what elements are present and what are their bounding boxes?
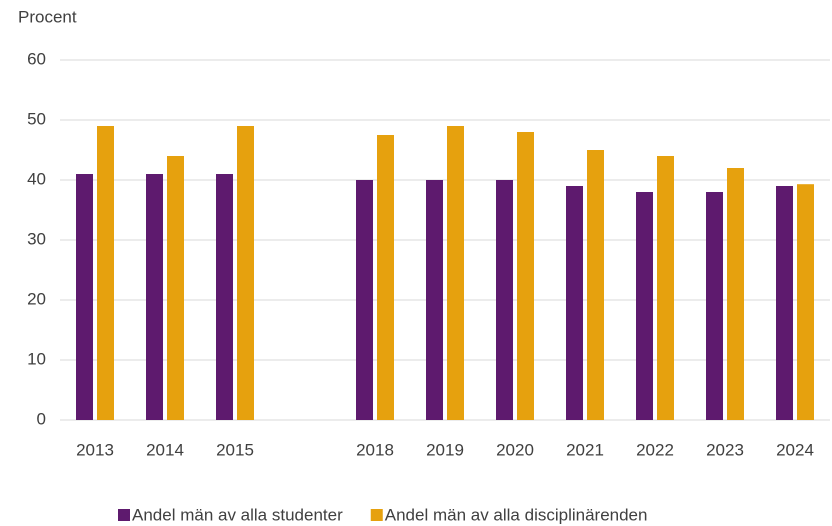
x-tick-label: 2020 — [496, 440, 534, 459]
bar — [146, 174, 163, 420]
bar — [517, 132, 534, 420]
bar — [237, 126, 254, 420]
x-tick-label: 2018 — [356, 440, 394, 459]
bar — [566, 186, 583, 420]
legend-label: Andel män av alla studenter — [132, 505, 343, 524]
y-tick-label: 60 — [27, 49, 46, 68]
x-tick-label: 2023 — [706, 440, 744, 459]
bar — [797, 184, 814, 420]
x-tick-label: 2019 — [426, 440, 464, 459]
legend-swatch — [118, 509, 130, 521]
bar — [776, 186, 793, 420]
y-tick-label: 40 — [27, 169, 46, 188]
legend-label: Andel män av alla disciplinärenden — [385, 505, 648, 524]
x-tick-label: 2022 — [636, 440, 674, 459]
bar — [167, 156, 184, 420]
bar — [426, 180, 443, 420]
x-tick-label: 2013 — [76, 440, 114, 459]
y-tick-label: 30 — [27, 229, 46, 248]
bar — [657, 156, 674, 420]
y-tick-label: 20 — [27, 289, 46, 308]
legend-swatch — [370, 509, 383, 521]
bar — [97, 126, 114, 420]
x-tick-label: 2015 — [216, 440, 254, 459]
bar — [496, 180, 513, 420]
y-axis-label: Procent — [18, 7, 77, 26]
bar — [706, 192, 723, 420]
bar — [727, 168, 744, 420]
bar — [377, 135, 394, 420]
x-tick-label: 2024 — [776, 440, 814, 459]
bar — [356, 180, 373, 420]
y-tick-label: 50 — [27, 109, 46, 128]
x-tick-label: 2021 — [566, 440, 604, 459]
bar — [447, 126, 464, 420]
bar — [636, 192, 653, 420]
bar — [587, 150, 604, 420]
bar — [76, 174, 93, 420]
y-tick-label: 10 — [27, 349, 46, 368]
bar — [216, 174, 233, 420]
y-tick-label: 0 — [37, 409, 46, 428]
x-tick-label: 2014 — [146, 440, 184, 459]
